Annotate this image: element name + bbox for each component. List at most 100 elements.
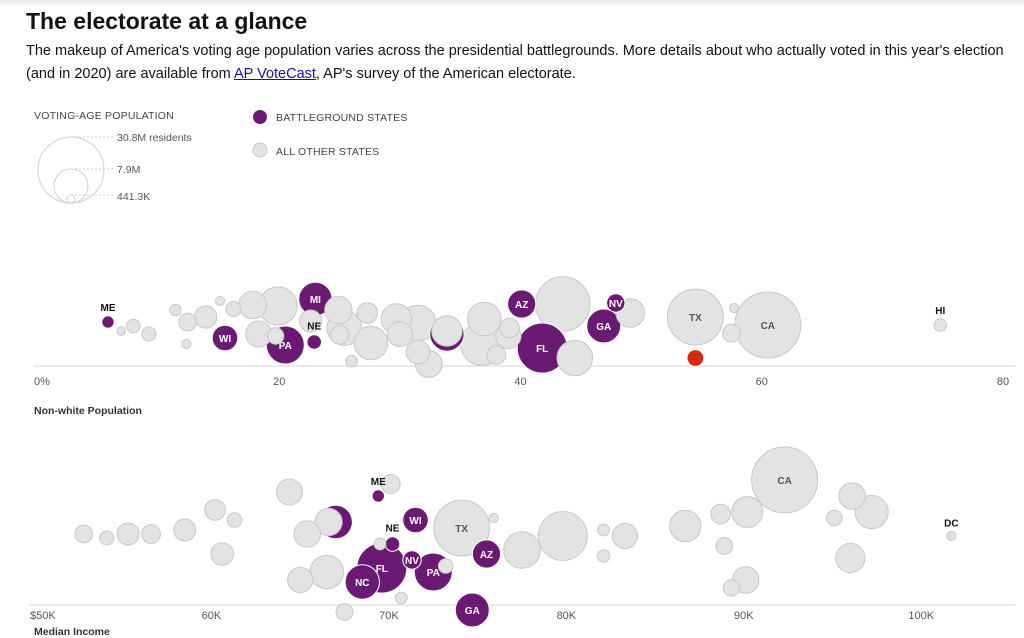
bubble-label: MI — [310, 295, 321, 306]
legend: VOTING-AGE POPULATION 30.8M residents 7.… — [34, 110, 408, 204]
bubble-label: TX — [689, 313, 702, 324]
state-bubble — [126, 318, 141, 334]
state-bubble — [324, 295, 353, 325]
bubble-label: NE — [307, 322, 321, 333]
nv-battleground-bubble — [402, 550, 422, 570]
x-tick-label: 60K — [202, 610, 222, 622]
description-text-end: , AP's survey of the American electorate… — [315, 66, 576, 82]
state-bubble — [826, 509, 843, 527]
nv-battleground-bubble — [606, 293, 626, 313]
state-bubble — [116, 326, 126, 336]
hi-state-bubble — [933, 318, 947, 332]
state-bubble — [287, 566, 314, 594]
bubble-label: FL — [376, 564, 388, 575]
x-tick-label: 0% — [34, 376, 50, 388]
state-bubble — [503, 531, 541, 569]
bubble-label: ME — [101, 303, 116, 314]
x-tick-label: 60 — [756, 376, 768, 388]
state-bubble — [314, 507, 343, 537]
az-battleground-bubble — [471, 539, 502, 569]
x-axis-title: Non-white Population — [34, 405, 142, 417]
state-bubble — [722, 579, 741, 597]
legend-circle-large — [37, 136, 105, 204]
bubble-label: CA — [777, 476, 791, 487]
legend-size-circles — [37, 136, 113, 204]
state-bubble — [345, 354, 359, 368]
state-bubble — [611, 522, 639, 550]
state-bubble — [596, 549, 611, 563]
state-bubble — [386, 321, 413, 347]
description-text: The makeup of America's voting age popul… — [26, 43, 1004, 82]
bubble-label: WI — [409, 516, 421, 527]
legend-other-swatch — [252, 142, 268, 158]
me-battleground-bubble — [371, 489, 385, 503]
legend-battleground-label: BATTLEGROUND STATES — [276, 112, 408, 124]
state-bubble — [537, 511, 588, 561]
legend-circle-medium — [53, 168, 89, 204]
bubble-label: CA — [761, 321, 775, 332]
bubble-label: AZ — [480, 550, 493, 561]
state-bubble — [669, 509, 702, 543]
state-bubble — [353, 325, 389, 361]
state-bubble — [329, 325, 350, 345]
bubble-label: NC — [355, 578, 369, 589]
state-bubble — [838, 482, 866, 510]
state-bubble — [356, 302, 379, 324]
state-bubble — [597, 523, 610, 537]
x-tick-label: 90K — [734, 610, 754, 622]
state-bubble — [486, 345, 507, 365]
dc-state-bubble — [946, 530, 957, 542]
state-bubble — [686, 349, 705, 367]
bubble-label: AZ — [515, 300, 528, 311]
legend-other-label: ALL OTHER STATES — [276, 146, 379, 158]
x-tick-label: 40 — [514, 376, 526, 388]
state-bubble — [276, 478, 303, 506]
state-bubble — [194, 305, 218, 329]
bubble-label: GA — [465, 606, 480, 617]
legend-size-large: 30.8M residents — [117, 132, 192, 144]
x-tick-label: $50K — [30, 610, 56, 622]
x-tick-label: 20 — [273, 376, 285, 388]
state-bubble — [309, 554, 345, 590]
bubble-label: NV — [405, 556, 419, 567]
ne-battleground-bubble — [306, 334, 323, 350]
state-bubble — [210, 542, 234, 566]
state-bubble — [380, 474, 401, 494]
wi-battleground-bubble — [402, 506, 429, 534]
description: The makeup of America's voting age popul… — [26, 40, 1016, 86]
ap-votecast-link[interactable]: AP VoteCast — [233, 66, 316, 82]
bubble-label: PA — [279, 341, 292, 352]
x-tick-label: 80 — [997, 376, 1009, 388]
x-axis-title: Median Income — [34, 626, 110, 638]
me-battleground-bubble — [101, 315, 115, 329]
state-bubble — [173, 518, 197, 542]
legend-circle-small — [66, 194, 76, 204]
state-bubble — [181, 338, 192, 350]
bubble-label: NE — [386, 524, 400, 535]
x-tick-label: 70K — [379, 610, 399, 622]
state-bubble — [215, 295, 226, 307]
legend-size-medium: 7.9M — [117, 164, 140, 176]
x-tick-label: 100K — [908, 610, 934, 622]
bubble-label: NV — [609, 299, 623, 310]
bubble-label: ME — [371, 477, 386, 488]
wi-battleground-bubble — [211, 324, 239, 352]
legend-battleground-swatch — [253, 110, 267, 124]
bubble-label: HI — [935, 306, 945, 317]
ca-state-bubble — [751, 446, 819, 514]
legend-size-small: 441.3K — [117, 191, 150, 203]
state-bubble — [499, 317, 520, 339]
state-bubble — [204, 499, 226, 521]
state-bubble — [405, 339, 431, 365]
bubble-label: WI — [219, 334, 231, 345]
state-bubble — [293, 520, 322, 548]
state-bubble — [373, 537, 387, 551]
state-bubble — [556, 339, 594, 377]
state-bubble — [437, 558, 454, 574]
page-title: The electorate at a glance — [26, 8, 308, 34]
az-battleground-bubble — [507, 289, 537, 319]
state-bubble — [835, 542, 866, 574]
state-bubble — [225, 301, 242, 317]
